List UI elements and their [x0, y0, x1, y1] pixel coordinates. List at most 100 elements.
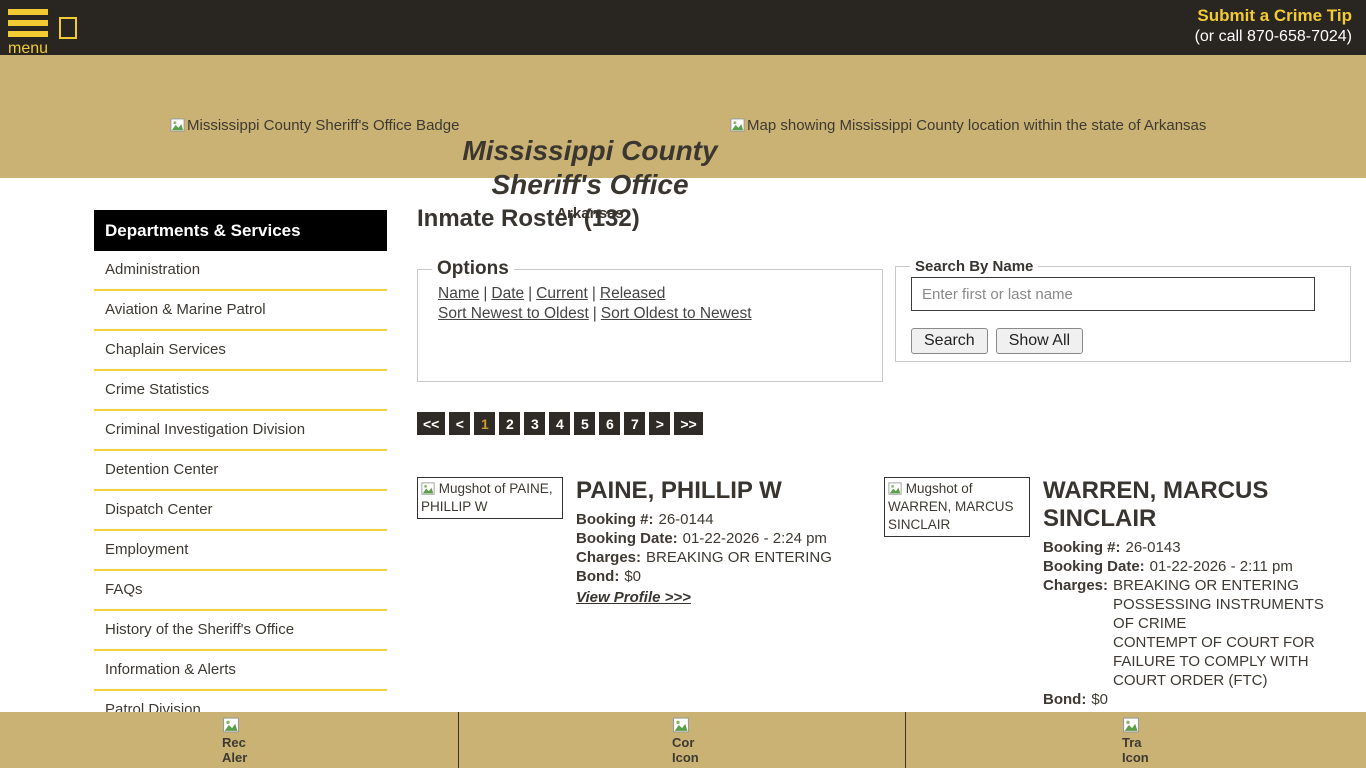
site-title-line1: Mississippi County	[462, 135, 718, 166]
footer-item-alerts[interactable]: Rec Aler	[222, 717, 260, 765]
sidebar-item-criminal-investigation-division[interactable]: Criminal Investigation Division	[94, 411, 387, 451]
pagination-first[interactable]: <<	[417, 412, 446, 435]
footer-item-alt-line: Icon	[672, 750, 699, 765]
booking-date: 01-22-2026 - 2:11 pm	[1149, 558, 1293, 575]
search-legend: Search By Name	[915, 258, 1034, 275]
mugshot-alt-text: Mugshot of WARREN, MARCUS SINCLAIR	[888, 481, 1014, 532]
mugshot-placeholder[interactable]: Mugshot of WARREN, MARCUS SINCLAIR	[884, 477, 1030, 537]
sidebar-item-employment[interactable]: Employment	[94, 531, 387, 571]
footer-divider	[905, 712, 906, 768]
bond-amount: $0	[624, 568, 642, 585]
search-box-icon[interactable]	[59, 17, 77, 39]
map-alt-text: Map showing Mississippi County location …	[747, 117, 1207, 134]
sidebar-item-aviation-marine-patrol[interactable]: Aviation & Marine Patrol	[94, 291, 387, 331]
pagination-page-6[interactable]: 6	[599, 412, 621, 435]
charges-row: Charges: BREAKING OR ENTERING POSSESSING…	[1043, 576, 1345, 690]
sidebar-header: Departments & Services	[94, 210, 387, 251]
charges-row: Charges: BREAKING OR ENTERING	[576, 548, 878, 567]
hamburger-icon	[8, 9, 48, 15]
pagination-page-7[interactable]: 7	[624, 412, 646, 435]
pagination-next[interactable]: >	[649, 412, 671, 435]
separator: |	[483, 285, 488, 302]
site-header: Mississippi County Sheriff's Office Badg…	[0, 55, 1366, 222]
separator: |	[591, 285, 596, 302]
pagination-last[interactable]: >>	[674, 412, 703, 435]
crime-tip-area: Submit a Crime Tip (or call 870-658-7024…	[1195, 6, 1352, 46]
page-title: Inmate Roster (132)	[417, 205, 640, 232]
broken-image-icon	[673, 717, 689, 733]
booking-number-row: Booking #: 26-0143	[1043, 539, 1181, 556]
main-content: Inmate Roster (132) Options Name | Date | Cu…	[417, 205, 1351, 729]
inmate-name: PAINE, PHILLIP W	[576, 477, 782, 504]
broken-image-icon	[223, 717, 239, 733]
pagination-page-3[interactable]: 3	[524, 412, 546, 435]
broken-image-icon	[1123, 717, 1139, 733]
pagination: << < 1 2 3 4 5 6 7 > >>	[417, 412, 703, 435]
map-image-placeholder: Map showing Mississippi County location …	[730, 117, 1206, 134]
booking-number-row: Booking #: 26-0144	[576, 511, 714, 528]
view-profile-link[interactable]: View Profile >>>	[576, 589, 691, 606]
sidebar-item-detention-center[interactable]: Detention Center	[94, 451, 387, 491]
separator: |	[592, 305, 597, 322]
booking-date-row: Booking Date: 01-22-2026 - 2:11 pm	[1043, 558, 1293, 575]
sort-newest-to-oldest-link[interactable]: Sort Newest to Oldest	[438, 305, 589, 322]
footer-item-icon-3[interactable]: Tra Icon	[1122, 717, 1160, 765]
broken-image-icon	[730, 118, 745, 132]
options-legend: Options	[437, 258, 509, 279]
inmate-name: WARREN, MARCUS SINCLAIR	[1043, 477, 1269, 532]
separator: |	[528, 285, 533, 302]
footer-item-alt-line: Cor	[672, 735, 695, 750]
show-all-button[interactable]: Show All	[995, 328, 1084, 354]
booking-date-row: Booking Date: 01-22-2026 - 2:24 pm	[576, 530, 827, 547]
sidebar: Departments & Services Administration Av…	[94, 210, 387, 731]
mugshot-placeholder[interactable]: Mugshot of PAINE, PHILLIP W	[417, 477, 563, 519]
filter-released-link[interactable]: Released	[599, 285, 666, 302]
charge-item: BREAKING OR ENTERING	[1113, 577, 1299, 594]
filter-name-link[interactable]: Name	[438, 285, 480, 302]
footer-item-alt-line: Icon	[1122, 750, 1149, 765]
sidebar-item-chaplain-services[interactable]: Chaplain Services	[94, 331, 387, 371]
top-bar: menu Submit a Crime Tip (or call 870-658…	[0, 0, 1366, 57]
sidebar-item-faqs[interactable]: FAQs	[94, 571, 387, 611]
crime-tip-phone: (or call 870-658-7024)	[1194, 28, 1352, 45]
footer-divider	[458, 712, 459, 768]
menu-button[interactable]: menu	[8, 9, 48, 57]
bond-row: Bond: $0	[576, 568, 642, 585]
sidebar-item-dispatch-center[interactable]: Dispatch Center	[94, 491, 387, 531]
sidebar-item-administration[interactable]: Administration	[94, 251, 387, 291]
charge-item: CONTEMPT OF COURT FOR FAILURE TO COMPLY …	[1113, 634, 1315, 689]
booking-number: 26-0143	[1125, 539, 1181, 556]
footer-item-alt-line: Aler	[222, 750, 248, 765]
filter-current-link[interactable]: Current	[536, 285, 588, 302]
badge-image-placeholder: Mississippi County Sheriff's Office Badg…	[170, 117, 459, 134]
booking-number: 26-0144	[658, 511, 714, 528]
site-title: Mississippi County Sheriff's Office Arka…	[360, 134, 820, 222]
sidebar-item-information-alerts[interactable]: Information & Alerts	[94, 651, 387, 691]
filter-date-link[interactable]: Date	[491, 285, 525, 302]
mugshot-alt-text: Mugshot of PAINE, PHILLIP W	[421, 481, 553, 514]
sidebar-item-history[interactable]: History of the Sheriff's Office	[94, 611, 387, 651]
broken-image-icon	[888, 482, 902, 496]
badge-alt-text: Mississippi County Sheriff's Office Badg…	[187, 117, 460, 134]
filter-links-row: Name | Date | Current | Released	[438, 284, 876, 304]
options-panel: Options Name | Date | Current | Released Sort …	[417, 258, 883, 382]
charge-item: POSSESSING INSTRUMENTS OF CRIME	[1113, 596, 1324, 632]
site-subtitle: Arkansas	[556, 205, 624, 222]
pagination-prev[interactable]: <	[449, 412, 471, 435]
search-input[interactable]	[911, 277, 1315, 311]
footer-item-icon-2[interactable]: Cor Icon	[672, 717, 710, 765]
pagination-page-1[interactable]: 1	[474, 412, 496, 435]
broken-image-icon	[170, 118, 185, 132]
footer-item-alt-line: Rec	[222, 735, 246, 750]
search-panel: Search By Name Search Show All	[895, 258, 1351, 362]
sort-oldest-to-newest-link[interactable]: Sort Oldest to Newest	[600, 305, 752, 322]
booking-date: 01-22-2026 - 2:24 pm	[682, 530, 827, 547]
pagination-page-4[interactable]: 4	[549, 412, 571, 435]
search-button[interactable]: Search	[911, 328, 988, 354]
pagination-page-2[interactable]: 2	[499, 412, 521, 435]
inmate-card: Mugshot of WARREN, MARCUS SINCLAIR WARRE…	[884, 477, 1351, 730]
pagination-page-5[interactable]: 5	[574, 412, 596, 435]
submit-crime-tip-link[interactable]: Submit a Crime Tip	[1197, 6, 1352, 25]
footer-bar: Rec Aler Cor Icon Tra Icon	[0, 712, 1366, 768]
sidebar-item-crime-statistics[interactable]: Crime Statistics	[94, 371, 387, 411]
